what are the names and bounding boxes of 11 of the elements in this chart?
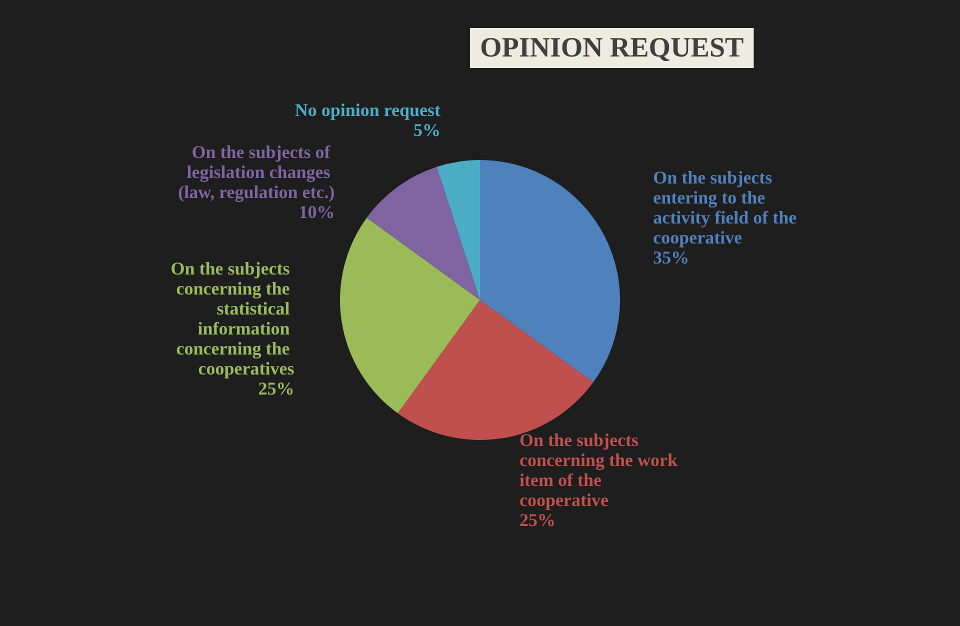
slice-label: No opinion request: [294, 100, 441, 120]
data-label: 25%: [258, 378, 294, 398]
slice-label: On the subjects concerning the work item of the cooperative: [519, 430, 682, 510]
data-label: 10%: [298, 202, 335, 222]
chart-title: OPINION REQUEST: [480, 32, 744, 64]
data-label: 5%: [414, 120, 441, 140]
data-label: 25%: [519, 510, 556, 530]
slice-label: On the subjects concerning the statistical information concerning the cooperatives: [170, 258, 294, 378]
data-label: 35%: [653, 247, 690, 268]
slice-label: On the subjects of legislation changes (law, regulation etc.): [178, 142, 335, 202]
slice-label: On the subjects entering to the activity field of the cooperative: [653, 167, 802, 248]
